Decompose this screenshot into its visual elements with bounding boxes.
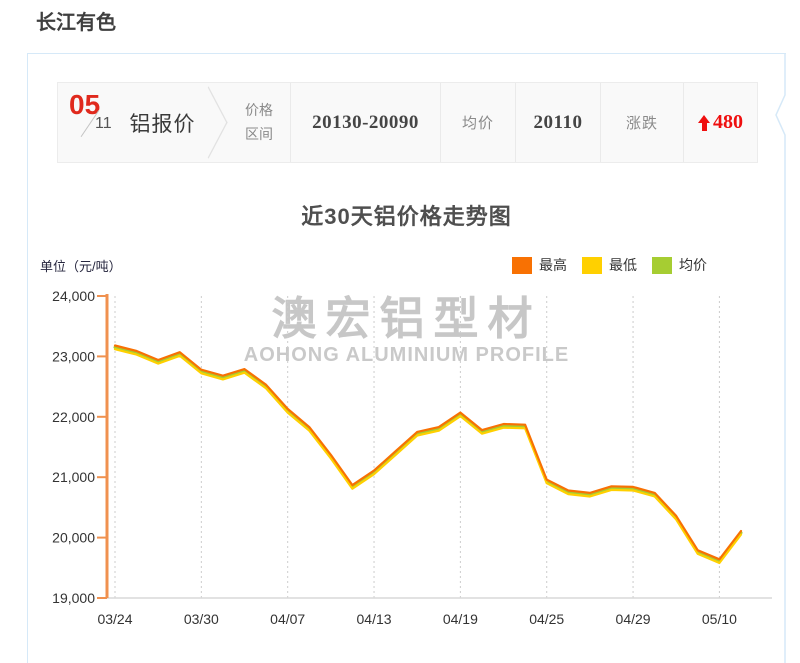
legend-item-high[interactable]: 最高 [512,255,567,275]
average-price-label: 均价 [440,83,515,162]
legend-swatch-low [582,256,602,274]
page-title: 长江有色 [36,12,116,34]
svg-text:03/30: 03/30 [184,611,219,627]
price-range-label: 价格 区间 [228,83,290,162]
price-range-label-line2: 区间 [245,125,273,142]
svg-text:04/07: 04/07 [270,611,305,627]
quote-date: 05 11 [58,83,119,162]
svg-text:04/29: 04/29 [616,611,651,627]
change-value: 480 [698,111,743,134]
y-axis-unit-label: 单位（元/吨） [40,259,122,274]
svg-text:21,000: 21,000 [52,469,95,485]
legend-swatch-avg [652,256,672,274]
svg-text:22,000: 22,000 [52,409,95,425]
svg-text:24,000: 24,000 [52,288,95,304]
watermark-chinese-text: 澳宏铝型材 [271,293,542,344]
legend-label-high: 最高 [539,257,567,273]
panel-right-border-chevron-left-icon [775,53,786,663]
chart-legend: 最高 最低 均价 [512,255,722,275]
legend-item-avg[interactable]: 均价 [652,255,707,275]
watermark: 澳宏铝型材 AOHONG ALUMINIUM PROFILE [27,296,786,367]
svg-text:04/19: 04/19 [443,611,478,627]
watermark-english-text: AOHONG ALUMINIUM PROFILE [243,344,570,366]
content-panel [27,53,786,663]
svg-text:20,000: 20,000 [52,530,95,546]
average-price-value: 20110 [515,83,600,162]
legend-item-low[interactable]: 最低 [582,255,637,275]
svg-text:04/13: 04/13 [357,611,392,627]
price-range-value: 20130-20090 [290,83,440,162]
price-range-label-line1: 价格 [245,101,273,118]
svg-text:04/25: 04/25 [529,611,564,627]
svg-text:05/10: 05/10 [702,611,737,627]
change-value-cell: 480 [683,83,757,162]
svg-text:19,000: 19,000 [52,590,95,606]
up-arrow-icon [698,114,711,131]
aluminium-quote-bar[interactable]: 05 11 铝报价 价格 区间 20130-20090 均价 20110 涨跌 … [57,82,758,163]
legend-swatch-high [512,256,532,274]
change-value-number: 480 [713,111,743,133]
product-name: 铝报价 [129,112,196,136]
chart-title: 近30天铝价格走势图 [301,204,512,229]
svg-text:03/24: 03/24 [97,611,132,627]
legend-label-low: 最低 [609,257,637,273]
quote-date-day: 11 [95,115,112,132]
legend-label-avg: 均价 [679,257,707,273]
svg-text:23,000: 23,000 [52,348,95,364]
change-label: 涨跌 [600,83,683,162]
